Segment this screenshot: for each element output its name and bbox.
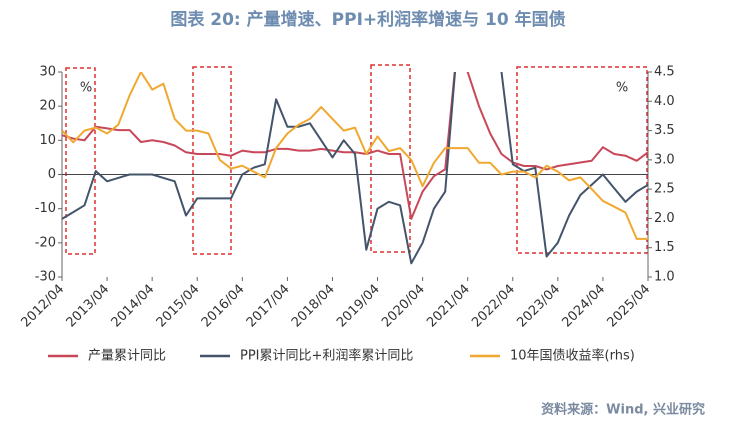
- x-tick-label: 2019/04: [334, 282, 383, 331]
- y2-tick-label: 2.5: [654, 182, 675, 197]
- x-tick-label: 2017/04: [244, 282, 293, 331]
- unit-label: %: [616, 81, 628, 96]
- y-tick-label: 0: [48, 167, 56, 182]
- x-tick-label: 2013/04: [64, 282, 113, 331]
- y-tick-label: -20: [35, 235, 56, 250]
- source: 资料来源：Wind, 兴业研究: [541, 402, 705, 418]
- y2-tick-label: 2.0: [654, 211, 675, 226]
- plot-area: [62, 72, 648, 265]
- legend-label: PPI累计同比+利润率累计同比: [240, 348, 413, 364]
- x-tick-label: 2025/04: [605, 282, 654, 331]
- x-tick-label: 2016/04: [199, 282, 248, 331]
- y-tick-label: 30: [39, 65, 56, 80]
- legend-label: 产量累计同比: [88, 349, 166, 364]
- y-tick-label: 20: [39, 99, 56, 114]
- y2-tick-label: 4.5: [654, 65, 675, 80]
- legend-label: 10年国债收益率(rhs): [510, 348, 635, 364]
- chart-title: 图表 20: 产量增速、PPI+利润率增速与 10 年国债: [170, 9, 565, 30]
- x-tick-label: 2018/04: [289, 282, 338, 331]
- x-tick-label: 2022/04: [469, 282, 518, 331]
- x-tick-label: 2015/04: [154, 282, 203, 331]
- highlight-box: [516, 66, 648, 254]
- y-tick-label: 10: [39, 133, 56, 148]
- x-tick-label: 2024/04: [559, 282, 608, 331]
- x-tick-label: 2012/04: [19, 282, 68, 331]
- y2-tick-label: 3.5: [654, 123, 675, 138]
- highlight-box: [192, 66, 232, 255]
- series-line: [62, 72, 648, 265]
- y-tick-label: -30: [35, 270, 56, 285]
- y2-tick-label: 1.0: [654, 270, 675, 285]
- x-tick-label: 2020/04: [379, 282, 428, 331]
- unit-label: %: [80, 81, 92, 96]
- series-line: [62, 72, 648, 220]
- y2-tick-label: 3.0: [654, 152, 675, 167]
- highlight-box: [370, 64, 411, 253]
- series-line: [62, 72, 648, 240]
- x-tick-label: 2021/04: [424, 282, 473, 331]
- highlight-box: [65, 67, 96, 255]
- y2-tick-label: 1.5: [654, 240, 675, 255]
- x-tick-label: 2014/04: [109, 282, 158, 331]
- y-tick-label: -10: [35, 201, 56, 216]
- y2-tick-label: 4.0: [654, 94, 675, 109]
- x-tick-label: 2023/04: [514, 282, 563, 331]
